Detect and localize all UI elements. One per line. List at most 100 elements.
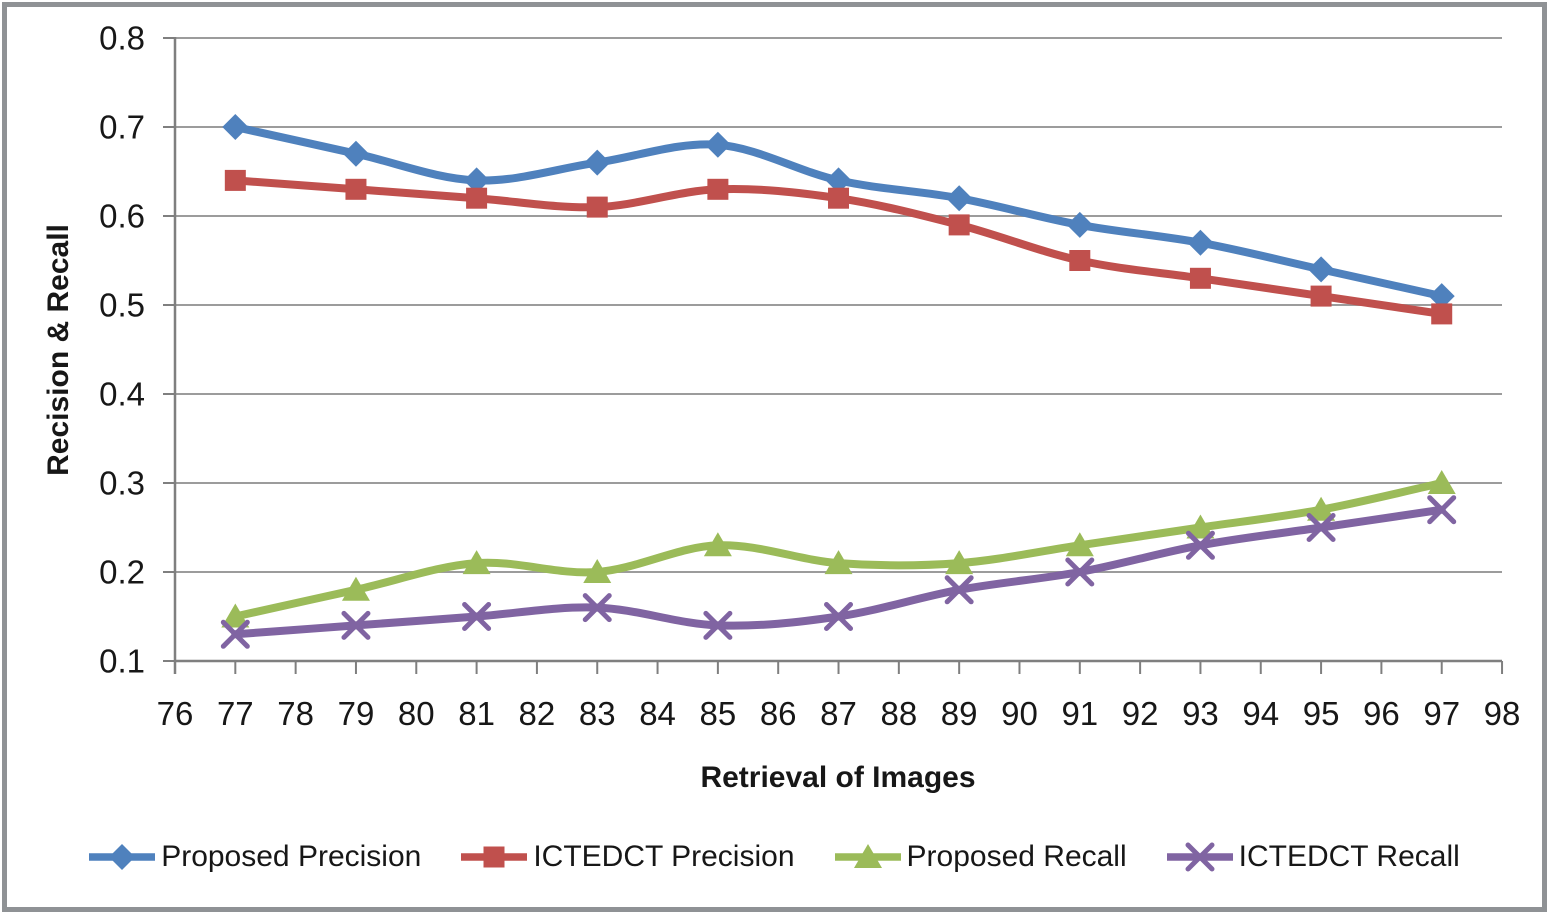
- marker-proposed-recall: [703, 532, 732, 557]
- marker-proposed-precision: [825, 167, 852, 194]
- marker-ictedct-precision: [1310, 285, 1332, 307]
- x-tick-label: 79: [338, 695, 375, 732]
- series-layer: [220, 114, 1457, 649]
- marker-proposed-recall: [221, 603, 250, 628]
- marker-proposed-recall: [462, 550, 491, 575]
- legend-marker-proposed-recall-icon: [834, 844, 901, 868]
- x-tick-label: 92: [1122, 695, 1159, 732]
- x-tick-label: 85: [700, 695, 737, 732]
- y-tick-label: 0.6: [99, 198, 145, 235]
- x-tick-label: 78: [277, 695, 314, 732]
- x-tick-label: 83: [579, 695, 616, 732]
- x-tick-label: 94: [1242, 695, 1279, 732]
- legend-marker-shape: [1185, 842, 1215, 872]
- y-tick-label: 0.2: [99, 554, 145, 591]
- legend-label: ICTEDCT Recall: [1238, 840, 1460, 873]
- legend-marker-shape: [483, 846, 505, 868]
- x-tick-label: 96: [1363, 695, 1400, 732]
- legend-item-proposed-precision: Proposed Precision: [89, 840, 421, 874]
- legend: Proposed Precision ICTEDCT Precision Propo…: [0, 840, 1549, 874]
- marker-proposed-precision: [1428, 283, 1455, 310]
- marker-ictedct-recall: [1185, 530, 1215, 560]
- x-tick-label: 87: [820, 695, 857, 732]
- marker-proposed-recall: [1065, 532, 1094, 557]
- marker-ictedct-precision: [1431, 303, 1453, 325]
- x-tick-label: 91: [1061, 695, 1098, 732]
- series-line-proposed-precision: [231, 123, 1446, 301]
- x-tick-label: 93: [1182, 695, 1219, 732]
- series-line-proposed-recall: [231, 479, 1446, 621]
- x-tick-label: 89: [941, 695, 978, 732]
- x-tick-label: 88: [880, 695, 917, 732]
- x-tick-label: 95: [1303, 695, 1340, 732]
- legend-marker-shape: [109, 844, 136, 870]
- marker-proposed-recall: [341, 576, 370, 601]
- legend-label: Proposed Precision: [161, 840, 422, 873]
- x-axis-title: Retrieval of Images: [700, 761, 975, 794]
- marker-ictedct-precision: [466, 187, 488, 209]
- marker-ictedct-precision: [948, 214, 970, 236]
- y-tick-label: 0.5: [99, 287, 145, 324]
- x-tick-label: 90: [1001, 695, 1038, 732]
- marker-ictedct-precision: [828, 187, 850, 209]
- y-tick-label: 0.4: [99, 376, 145, 413]
- legend-label: Proposed Recall: [906, 840, 1127, 873]
- marker-proposed-precision: [463, 167, 490, 194]
- marker-proposed-recall: [1186, 514, 1215, 539]
- grid-layer: [175, 37, 1502, 573]
- marker-ictedct-recall: [341, 610, 371, 640]
- marker-ictedct-recall: [944, 575, 974, 605]
- x-tick-label: 80: [398, 695, 435, 732]
- marker-proposed-precision: [222, 114, 249, 140]
- marker-proposed-precision: [1066, 211, 1093, 238]
- x-tick-label: 98: [1484, 695, 1521, 732]
- x-tick-label: 84: [639, 695, 676, 732]
- marker-ictedct-recall: [582, 593, 612, 623]
- x-tick-label: 81: [458, 695, 495, 732]
- marker-proposed-recall: [824, 550, 853, 575]
- marker-proposed-precision: [342, 140, 369, 167]
- x-tick-label: 97: [1423, 695, 1460, 732]
- legend-item-proposed-recall: Proposed Recall: [834, 840, 1127, 874]
- legend-marker-ictedct-recall-icon: [1166, 842, 1233, 872]
- marker-proposed-recall: [1307, 496, 1336, 521]
- axis-layer: [163, 37, 1504, 674]
- marker-ictedct-precision: [345, 178, 367, 200]
- marker-proposed-recall: [945, 550, 974, 575]
- y-tick-label: 0.1: [99, 643, 145, 680]
- marker-ictedct-precision: [1189, 267, 1211, 289]
- legend-item-ictedct-recall: ICTEDCT Recall: [1166, 840, 1460, 874]
- marker-proposed-precision: [704, 131, 731, 158]
- marker-ictedct-precision: [1069, 250, 1091, 271]
- marker-ictedct-recall: [462, 602, 492, 631]
- marker-ictedct-precision: [707, 178, 729, 200]
- marker-proposed-precision: [1308, 256, 1335, 283]
- y-tick-label: 0.3: [99, 465, 145, 502]
- y-tick-label: 0.8: [99, 20, 145, 57]
- marker-ictedct-precision: [586, 196, 608, 218]
- x-tick-label: 77: [217, 695, 254, 732]
- legend-marker-shape: [853, 844, 882, 868]
- marker-proposed-precision: [946, 185, 973, 212]
- marker-proposed-precision: [584, 149, 611, 176]
- y-tick-label: 0.7: [99, 109, 145, 146]
- x-tick-label: 86: [760, 695, 797, 732]
- tick-label-layer: 0.8 0.7 0.6 0.5 0.4 0.3 0.2 0.1 76 77 78 79 80 81 82 83…: [99, 20, 1520, 733]
- x-tick-label: 82: [519, 695, 556, 732]
- marker-proposed-recall: [1427, 470, 1456, 494]
- marker-ictedct-recall: [1427, 495, 1457, 525]
- marker-ictedct-recall: [1065, 557, 1095, 587]
- marker-ictedct-precision: [224, 169, 246, 191]
- marker-proposed-recall: [583, 559, 612, 583]
- marker-ictedct-recall: [220, 619, 250, 649]
- legend-item-ictedct-precision: ICTEDCT Precision: [461, 840, 795, 874]
- y-axis-title: Recision & Recall: [42, 224, 75, 476]
- x-tick-label: 76: [157, 695, 194, 732]
- legend-marker-proposed-precision-icon: [89, 844, 156, 870]
- marker-proposed-precision: [1187, 229, 1214, 256]
- legend-label: ICTEDCT Precision: [533, 840, 795, 873]
- legend-marker-ictedct-precision-icon: [461, 846, 528, 868]
- marker-ictedct-recall: [1306, 513, 1336, 542]
